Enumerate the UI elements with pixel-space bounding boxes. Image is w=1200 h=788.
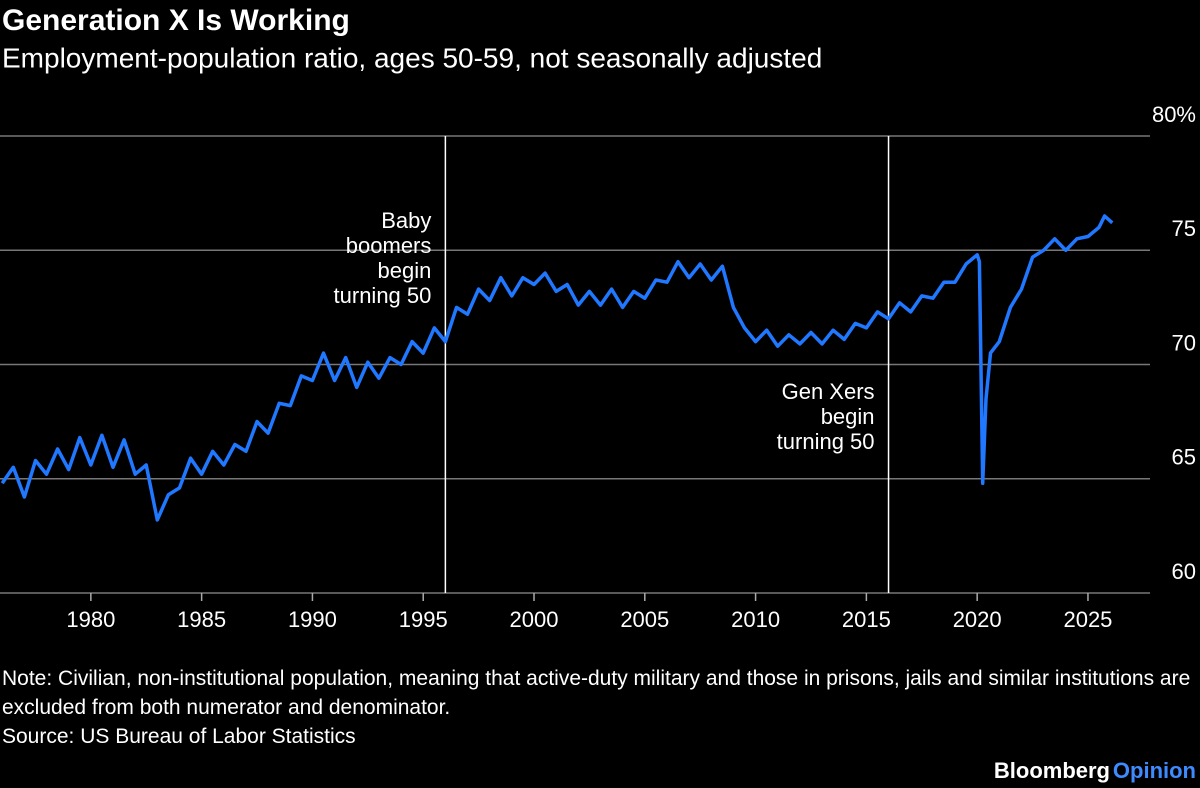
footnotes: Note: Civilian, non-institutional popula… xyxy=(2,664,1198,751)
data-line xyxy=(0,214,1114,522)
x-tick-label: 2020 xyxy=(953,607,1002,632)
source: Source: US Bureau of Labor Statistics xyxy=(2,725,356,748)
x-tick-label: 2005 xyxy=(620,607,669,632)
annotation-text: turning 50 xyxy=(777,429,875,454)
brand-opinion: Opinion xyxy=(1113,758,1196,783)
brand: Bloomberg xyxy=(994,758,1110,783)
chart-subtitle: Employment-population ratio, ages 50-59,… xyxy=(2,42,822,73)
x-tick-label: 1980 xyxy=(66,607,115,632)
x-tick-label: 2010 xyxy=(731,607,780,632)
y-tick-label: 80% xyxy=(1152,102,1196,127)
note: Note: Civilian, non-institutional popula… xyxy=(2,667,1191,719)
annotation-text: turning 50 xyxy=(334,283,432,308)
chart-title: Generation X Is Working xyxy=(2,4,350,37)
annotation-text: boomers xyxy=(346,233,432,258)
y-tick-label: 60 xyxy=(1172,559,1196,584)
footnote-block: Note: Civilian, non-institutional popula… xyxy=(2,664,1198,751)
y-tick-label: 70 xyxy=(1172,330,1196,355)
x-tick-label: 2015 xyxy=(842,607,891,632)
x-tick-label: 2025 xyxy=(1063,607,1112,632)
x-tick-label: 2000 xyxy=(510,607,559,632)
y-tick-label: 65 xyxy=(1172,445,1196,470)
annotation-text: begin xyxy=(378,258,432,283)
annotation-text: Baby xyxy=(381,208,431,233)
x-tick-label: 1985 xyxy=(177,607,226,632)
annotation-text: Gen Xers xyxy=(782,379,875,404)
y-tick-label: 75 xyxy=(1172,216,1196,241)
annotation-text: begin xyxy=(821,404,875,429)
x-tick-label: 1990 xyxy=(288,607,337,632)
x-tick-label: 1995 xyxy=(399,607,448,632)
